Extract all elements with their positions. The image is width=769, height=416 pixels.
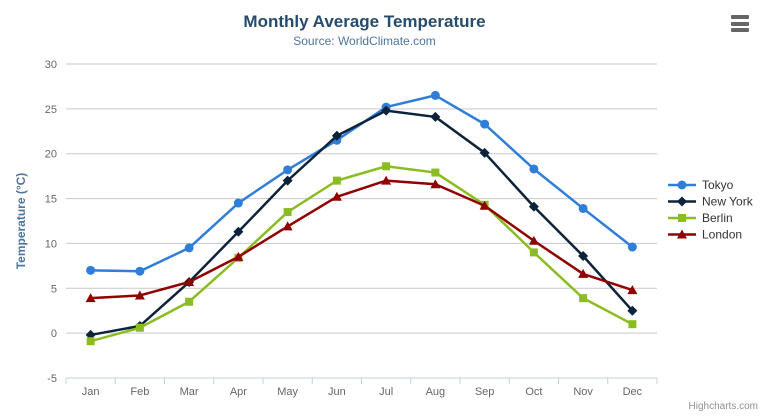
x-axis-tick-label: Apr (230, 386, 247, 398)
data-point-marker-square[interactable] (332, 176, 341, 185)
data-point-marker-diamond[interactable] (627, 305, 638, 316)
data-point-marker-square[interactable] (628, 320, 637, 329)
legend-label: Berlin (702, 211, 733, 225)
hamburger-icon (731, 15, 749, 19)
series-line (89, 94, 634, 273)
series-line (89, 165, 634, 343)
data-point-marker-square[interactable] (678, 214, 686, 222)
legend-item-new-york[interactable]: New York (668, 195, 754, 209)
series-tokyo[interactable] (86, 90, 637, 276)
data-point-marker-diamond[interactable] (331, 130, 342, 141)
series-new-york[interactable] (85, 105, 638, 340)
data-point-marker-circle[interactable] (184, 243, 194, 253)
data-point-marker-circle[interactable] (283, 165, 293, 175)
data-point-marker-circle[interactable] (480, 119, 490, 129)
series-london[interactable] (85, 175, 638, 303)
y-axis-tick-label: 10 (45, 238, 57, 250)
data-point-marker-diamond[interactable] (578, 250, 589, 261)
x-axis-tick-label: Feb (130, 386, 149, 398)
data-point-marker-circle[interactable] (529, 164, 539, 174)
data-point-marker-triangle[interactable] (184, 277, 195, 287)
data-point-marker-triangle[interactable] (479, 200, 490, 210)
x-axis-tick-label: Jun (328, 386, 346, 398)
hamburger-icon (731, 28, 749, 32)
x-axis-tick-label: Jan (82, 386, 100, 398)
data-point-marker-square[interactable] (86, 337, 95, 346)
data-point-marker-circle[interactable] (86, 265, 96, 275)
data-point-marker-circle[interactable] (135, 266, 145, 276)
data-point-marker-diamond[interactable] (528, 201, 539, 212)
data-point-marker-square[interactable] (579, 294, 588, 303)
data-point-marker-triangle[interactable] (627, 285, 638, 295)
series-line (89, 179, 634, 300)
legend: Tokyo New York Berlin London (668, 178, 754, 242)
x-axis-tick-label: Nov (573, 386, 593, 398)
x-axis-tick-label: Aug (426, 386, 446, 398)
data-point-marker-circle[interactable] (578, 203, 588, 213)
data-point-marker-square[interactable] (283, 208, 292, 217)
legend-item-tokyo[interactable]: Tokyo (668, 178, 734, 192)
y-axis-tick-label: 5 (51, 283, 57, 295)
data-point-marker-triangle[interactable] (282, 221, 293, 231)
data-point-marker-diamond[interactable] (233, 226, 244, 237)
chart-context-menu-button[interactable] (731, 15, 749, 32)
data-point-marker-circle[interactable] (677, 180, 687, 190)
highcharts-credits-link[interactable]: Highcharts.com (688, 401, 758, 412)
x-axis-tick-label: Oct (525, 386, 542, 398)
chart-subtitle: Source: WorldClimate.com (293, 34, 436, 48)
data-point-marker-square[interactable] (431, 168, 440, 177)
x-axis-tick-label: Mar (180, 386, 199, 398)
data-point-marker-square[interactable] (529, 248, 538, 257)
data-point-marker-triangle[interactable] (134, 290, 145, 300)
data-point-marker-square[interactable] (185, 297, 194, 306)
y-axis-tick-label: 30 (45, 59, 57, 71)
data-point-marker-triangle[interactable] (381, 175, 392, 185)
y-axis-tick-label: -5 (47, 373, 57, 385)
legend-label: New York (702, 195, 754, 209)
x-axis-tick-label: Dec (623, 386, 643, 398)
x-axis-tick-label: Jul (379, 386, 393, 398)
data-point-marker-diamond[interactable] (282, 175, 293, 186)
y-axis-tick-label: 20 (45, 149, 57, 161)
data-point-marker-diamond[interactable] (479, 147, 490, 158)
data-point-marker-circle[interactable] (430, 90, 440, 100)
y-axis-tick-label: 0 (51, 328, 57, 340)
data-point-marker-circle[interactable] (627, 242, 637, 252)
x-axis-tick-label: Sep (475, 386, 495, 398)
chart-title: Monthly Average Temperature (243, 12, 486, 31)
y-axis-tick-label: 25 (45, 104, 57, 116)
data-point-marker-triangle[interactable] (677, 229, 687, 239)
y-axis-tick-label: 15 (45, 194, 57, 206)
data-point-marker-triangle[interactable] (233, 251, 244, 261)
data-point-marker-triangle[interactable] (430, 179, 441, 189)
legend-label: London (702, 228, 742, 242)
y-axis-title: Temperature (°C) (14, 173, 28, 270)
data-point-marker-triangle[interactable] (528, 235, 539, 245)
legend-item-london[interactable]: London (668, 228, 742, 242)
data-point-marker-triangle[interactable] (331, 191, 342, 201)
hamburger-icon (731, 21, 749, 26)
data-point-marker-diamond[interactable] (430, 111, 441, 122)
data-point-marker-circle[interactable] (233, 198, 243, 208)
data-point-marker-triangle[interactable] (85, 293, 96, 303)
data-point-marker-square[interactable] (135, 323, 144, 332)
data-point-marker-square[interactable] (382, 162, 391, 171)
x-axis-tick-label: May (277, 386, 298, 398)
data-point-marker-triangle[interactable] (578, 268, 589, 278)
series-line (89, 109, 634, 337)
legend-label: Tokyo (702, 178, 734, 192)
data-point-marker-diamond[interactable] (677, 196, 687, 207)
legend-item-berlin[interactable]: Berlin (668, 211, 733, 225)
data-point-marker-diamond[interactable] (381, 105, 392, 116)
